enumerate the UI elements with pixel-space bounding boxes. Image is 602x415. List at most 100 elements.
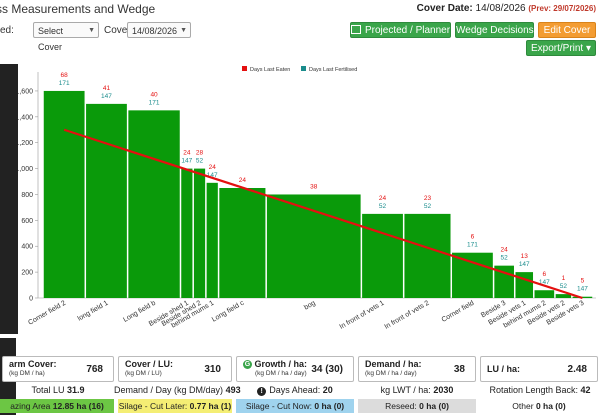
other-value: 0 ha (0) <box>535 401 566 411</box>
wedge-decisions-label: Wedge Decisions <box>456 25 534 36</box>
bar-days-eaten-label: 28 <box>196 150 204 157</box>
page-title: ss Measurements and Wedge <box>0 2 156 16</box>
y-tick-label: 0 <box>29 296 33 303</box>
y-tick-label: 1,000 <box>18 166 33 173</box>
bar-days-eaten-label: 40 <box>150 91 158 98</box>
pasture-wedge-chart: 02004006008001,0001,2001,4001,600kg DM/h… <box>18 66 596 331</box>
bar-days-eaten-label: 24 <box>209 164 217 171</box>
lwt-per-ha: kg LWT / ha: 2030 <box>358 384 476 397</box>
demand-card: Demand / ha: (kg DM / ha / day) 38 <box>358 356 476 382</box>
growth-unit: (kg DM / ha / day) <box>255 370 307 377</box>
export-print-button[interactable]: Export/Print ▾ <box>526 40 596 56</box>
silage-cut-later-badge: Silage - Cut Later: 0.77 ha (1) <box>118 399 232 413</box>
silage-later-label: Silage - Cut Later: <box>118 401 188 411</box>
reseed-value: 0 ha (0) <box>419 401 449 411</box>
cover-lu-value: 310 <box>204 364 221 375</box>
cover-date-dropdown[interactable]: 14/08/2026 ▼ <box>127 22 191 38</box>
cover-lu-unit: (kg DM / LU) <box>125 370 162 377</box>
growth-card: G Growth / ha: (kg DM / ha / day) 34 (30… <box>236 356 354 382</box>
farm-cover-title: arm Cover: <box>9 359 57 369</box>
farm-cover-value: 768 <box>86 364 103 375</box>
chart-bar <box>404 213 451 298</box>
wedge-decisions-button[interactable]: Wedge Decisions <box>455 22 534 38</box>
farm-cover-card: arm Cover: (kg DM / ha) 768 <box>2 356 114 382</box>
bar-days-fertilised-label: 147 <box>101 93 112 100</box>
x-tick-label: Corner field 2 <box>27 300 67 327</box>
bar-days-fertilised-label: 52 <box>379 203 387 210</box>
chart-bar <box>452 252 493 298</box>
projected-planner-label: Projected / Planner <box>365 25 451 36</box>
x-tick-label: long field 1 <box>77 300 110 323</box>
bar-days-eaten-label: 41 <box>103 85 111 92</box>
bar-days-fertilised-label: 52 <box>196 158 204 165</box>
bar-days-fertilised-label: 171 <box>467 242 478 249</box>
select-cover-dropdown[interactable]: Select Cover ▼ <box>33 22 99 52</box>
y-tick-label: 600 <box>21 218 33 225</box>
cover-date-value: 14/08/2026 <box>475 3 526 14</box>
bar-days-eaten-label: 1 <box>562 275 566 282</box>
y-tick-label: 200 <box>21 270 33 277</box>
bar-days-eaten-label: 6 <box>471 234 475 241</box>
growth-title: G Growth / ha: <box>243 359 307 369</box>
bar-days-fertilised-label: 52 <box>501 255 509 262</box>
bar-days-eaten-label: 38 <box>310 183 318 190</box>
grazing-area-badge: azing Area 12.85 ha (16) <box>0 399 114 413</box>
chart-bar <box>362 213 403 298</box>
rotation-length: Rotation Length Back: 42 <box>480 384 600 397</box>
bar-days-eaten-label: 24 <box>239 177 247 184</box>
projected-planner-button[interactable]: Projected / Planner <box>350 22 451 38</box>
cover-date-label: Cover Date: <box>416 3 473 14</box>
legend-label-eaten: Days Last Eaten <box>250 67 290 73</box>
rotation-label: Rotation Length Back: <box>489 385 579 395</box>
target-wedge-line <box>63 128 583 300</box>
cover-date-select-value: 14/08/2026 <box>132 26 178 36</box>
total-lu-value: 31.9 <box>67 385 85 395</box>
farm-cover-unit: (kg DM / ha) <box>9 370 45 377</box>
sidebar-edge <box>0 64 18 334</box>
growth-icon: G <box>243 360 252 369</box>
chart-bar <box>128 110 180 298</box>
chart-bar <box>181 168 193 298</box>
bar-days-eaten-label: 68 <box>61 72 69 79</box>
chevron-down-icon: ▼ <box>180 27 187 34</box>
cover-date: Cover Date: 14/08/2026 (Prev: 29/07/2026… <box>417 3 596 14</box>
y-tick-label: 400 <box>21 244 33 251</box>
demand-title: Demand / ha: <box>365 359 422 369</box>
days-ahead: ! Days Ahead: 20 <box>236 384 354 397</box>
demand-day-value: 493 <box>225 385 241 395</box>
bar-days-fertilised-label: 147 <box>519 261 530 268</box>
bar-days-eaten-label: 24 <box>379 195 387 202</box>
bar-days-eaten-label: 5 <box>581 278 585 285</box>
chart-bar <box>534 290 555 298</box>
chart-bar <box>555 294 572 298</box>
bar-days-fertilised-label: 147 <box>577 286 588 293</box>
edit-cover-button[interactable]: Edit Cover <box>538 22 596 38</box>
stats-panel: arm Cover: (kg DM / ha) 768 Cover / LU: … <box>0 356 602 415</box>
lu-card: LU / ha: 2.48 <box>480 356 598 382</box>
chart-bar <box>86 103 127 298</box>
bar-days-eaten-label: 23 <box>424 195 432 202</box>
demand-value: 38 <box>453 364 465 375</box>
lu-value: 2.48 <box>567 364 587 375</box>
select-label: ed: <box>0 25 14 36</box>
cover-label: Cover: <box>104 25 134 36</box>
chart-bar <box>193 168 206 298</box>
bar-days-fertilised-label: 52 <box>560 283 568 290</box>
x-tick-label: Long field c <box>211 299 246 323</box>
silage-now-value: 0 ha (0) <box>314 401 345 411</box>
chart-bar <box>43 90 85 298</box>
grazing-label: azing Area <box>10 401 51 411</box>
x-tick-label: In front of vets 1 <box>339 300 386 331</box>
bar-days-fertilised-label: 171 <box>149 99 160 106</box>
cover-lu-card: Cover / LU: (kg DM / LU) 310 <box>118 356 232 382</box>
cover-lu-title: Cover / LU: <box>125 359 174 369</box>
y-tick-label: 800 <box>21 192 33 199</box>
reseed-badge: Reseed: 0 ha (0) <box>358 399 476 413</box>
y-tick-label: 1,600 <box>18 88 33 95</box>
growth-value: 34 (30) <box>311 364 343 375</box>
bar-days-fertilised-label: 52 <box>424 203 432 210</box>
y-tick-label: 1,200 <box>18 140 33 147</box>
chart-bar <box>219 188 266 298</box>
y-tick-label: 1,400 <box>18 114 33 121</box>
silage-later-value: 0.77 ha (1) <box>189 401 232 411</box>
